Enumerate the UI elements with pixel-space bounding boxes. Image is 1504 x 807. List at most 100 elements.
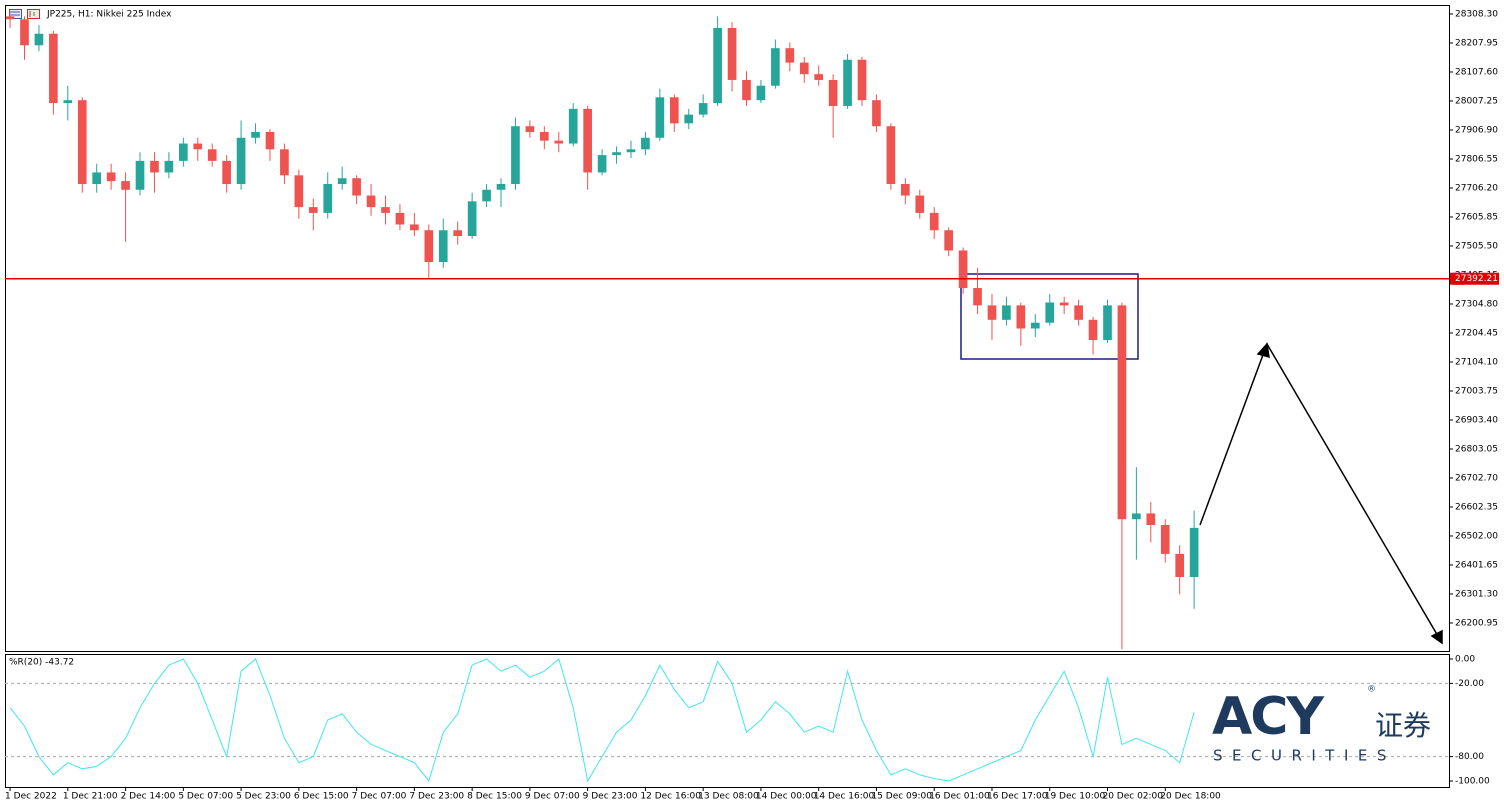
candle-body bbox=[1103, 305, 1112, 341]
x-tick-label: 20 Dec 18:00 bbox=[1160, 792, 1221, 802]
candle-body bbox=[308, 207, 318, 213]
candle-body bbox=[771, 48, 780, 86]
x-tick-label: 14 Dec 00:00 bbox=[756, 792, 817, 802]
candle-body bbox=[77, 100, 87, 184]
x-tick-label: 6 Dec 15:00 bbox=[294, 792, 349, 802]
y-tick-label: 26903.40 bbox=[1455, 415, 1498, 425]
candle-body bbox=[1059, 302, 1069, 306]
range-box bbox=[960, 273, 1139, 360]
logo-mark: ® bbox=[1367, 685, 1376, 695]
y-tick-label: 26803.05 bbox=[1455, 444, 1498, 454]
candle-body bbox=[929, 212, 939, 231]
x-tick-label: 12 Dec 16:00 bbox=[640, 792, 701, 802]
x-tick-label: 9 Dec 07:00 bbox=[525, 792, 580, 802]
candle-body bbox=[1160, 525, 1170, 554]
x-tick-label: 15 Dec 09:00 bbox=[871, 792, 932, 802]
candle-body bbox=[1074, 305, 1083, 320]
candle-body bbox=[381, 207, 390, 213]
y-tick-label: 27104.10 bbox=[1455, 357, 1498, 367]
candle-body bbox=[222, 160, 231, 184]
y-tick-label: 26702.70 bbox=[1455, 473, 1498, 483]
candle-body bbox=[150, 160, 159, 173]
candle-body bbox=[1175, 553, 1185, 578]
logo-sub: SECURITIES bbox=[1213, 747, 1396, 765]
y-tick-label: 28107.60 bbox=[1455, 67, 1498, 77]
header-icon bbox=[9, 9, 40, 19]
y-tick-label: 27906.90 bbox=[1455, 125, 1498, 135]
x-tick-label: 19 Dec 10:00 bbox=[1045, 792, 1106, 802]
x-tick-label: 1 Dec 2022 bbox=[5, 792, 57, 802]
indicator-title: %R(20) -43.72 bbox=[9, 658, 74, 668]
x-tick-label: 7 Dec 23:00 bbox=[409, 792, 464, 802]
candle-body bbox=[1117, 305, 1127, 520]
candle-body bbox=[626, 149, 636, 153]
candle-body bbox=[698, 103, 708, 115]
candle-body bbox=[366, 195, 376, 208]
candle-body bbox=[63, 100, 73, 104]
candle-body bbox=[323, 183, 333, 213]
candle-body bbox=[554, 140, 564, 144]
candle-body bbox=[49, 33, 58, 104]
candle-body bbox=[973, 288, 982, 306]
y-tick-label: -100.00 bbox=[1455, 777, 1490, 787]
candle-body bbox=[641, 137, 650, 150]
candle-body bbox=[207, 149, 217, 161]
candle-body bbox=[395, 212, 405, 225]
y-tick-label: 27806.55 bbox=[1455, 154, 1498, 164]
candle-body bbox=[467, 201, 477, 237]
y-tick-label: 28207.95 bbox=[1455, 38, 1498, 48]
x-tick-label: 14 Dec 16:00 bbox=[814, 792, 875, 802]
candle-body bbox=[525, 126, 535, 132]
candle-body bbox=[193, 143, 203, 150]
candle-body bbox=[424, 230, 434, 263]
candle-body bbox=[294, 175, 304, 208]
candle-body bbox=[756, 85, 766, 101]
candle-body bbox=[352, 178, 361, 196]
candle-body bbox=[872, 100, 881, 127]
candle-body bbox=[1030, 322, 1040, 329]
candle-body bbox=[597, 155, 607, 173]
candle-body bbox=[251, 131, 260, 138]
candle-body bbox=[438, 230, 448, 263]
candle-body bbox=[236, 137, 246, 184]
y-tick-label: 27706.20 bbox=[1455, 183, 1498, 193]
candle-body bbox=[164, 160, 174, 173]
y-tick-label: 26200.95 bbox=[1455, 618, 1498, 628]
y-tick-label: 28308.30 bbox=[1455, 9, 1498, 19]
candle-body bbox=[511, 126, 520, 184]
indicator-frame bbox=[5, 654, 1450, 788]
candle-body bbox=[280, 149, 289, 176]
candle-body bbox=[1045, 302, 1055, 323]
candle-body bbox=[135, 160, 145, 190]
candle-body bbox=[684, 114, 694, 124]
candle-body bbox=[655, 97, 665, 138]
candle-body bbox=[179, 143, 188, 161]
y-tick-label: 26602.35 bbox=[1455, 502, 1498, 512]
y-tick-label: -20.00 bbox=[1455, 679, 1484, 689]
x-tick-label: 7 Dec 07:00 bbox=[352, 792, 407, 802]
candle-body bbox=[901, 183, 910, 196]
candle-body bbox=[843, 59, 852, 106]
x-tick-label: 9 Dec 23:00 bbox=[583, 792, 638, 802]
x-tick-label: 16 Dec 01:00 bbox=[929, 792, 990, 802]
candle-body bbox=[915, 195, 925, 213]
candle-body bbox=[987, 305, 997, 320]
y-tick-label: 27605.85 bbox=[1455, 212, 1498, 222]
candle-body bbox=[540, 131, 549, 141]
y-tick-label: 26401.65 bbox=[1455, 560, 1498, 570]
candle-body bbox=[727, 27, 737, 80]
candle-body bbox=[92, 172, 102, 184]
x-tick-label: 5 Dec 23:00 bbox=[236, 792, 291, 802]
candle-body bbox=[1002, 305, 1011, 320]
y-tick-label: 26502.00 bbox=[1455, 531, 1498, 541]
candle-body bbox=[583, 108, 592, 173]
logo: ACY ® 证券 SECURITIES bbox=[1212, 685, 1431, 765]
candle-body bbox=[713, 27, 722, 104]
candle-body bbox=[612, 152, 621, 156]
indicator-line bbox=[9, 658, 1195, 783]
candle-body bbox=[106, 172, 116, 182]
price-level-label: 27392.21 bbox=[1455, 274, 1498, 284]
x-tick-label: 20 Dec 02:00 bbox=[1102, 792, 1163, 802]
